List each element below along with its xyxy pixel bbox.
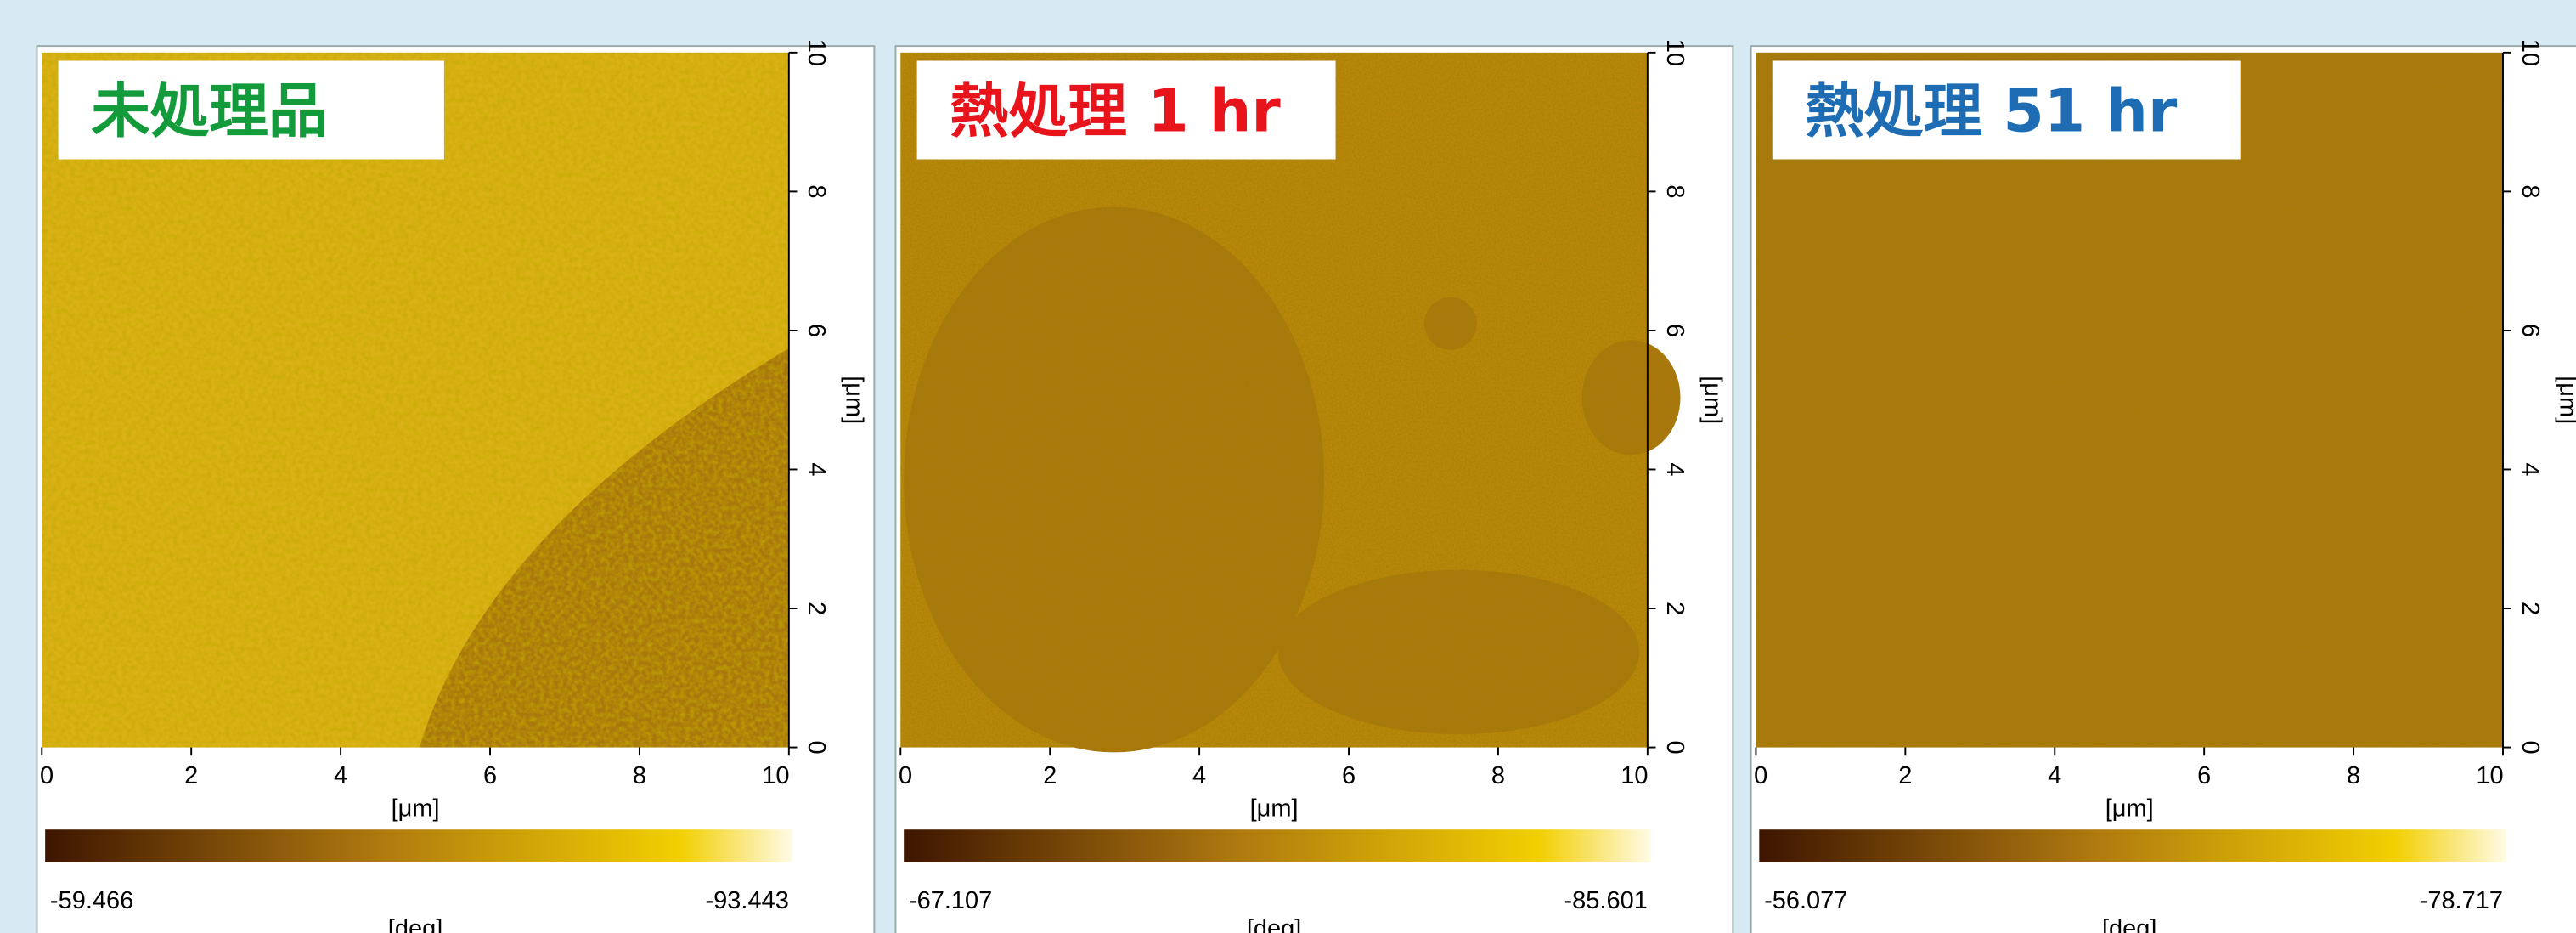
y-tick-label: 6 — [803, 324, 830, 337]
y-unit: [μm] — [1699, 376, 1727, 424]
x-tick-label: 8 — [1491, 762, 1505, 789]
colorbar-max: -85.601 — [1564, 887, 1648, 914]
colorbar-max: -93.443 — [706, 887, 789, 914]
colorbar-min: -67.107 — [909, 887, 992, 914]
panel-label: 熱処理 1 hr — [950, 77, 1281, 146]
slide: 未処理品 0 2 4 6 8 10 0 2 4 6 8 10 [μm] [μm] -59.466 -93.443… — [0, 0, 2576, 933]
y-tick-label: 4 — [1661, 462, 1688, 476]
x-unit: [μm] — [1250, 795, 1299, 823]
x-tick-label: 8 — [633, 762, 646, 789]
x-tick-label: 2 — [184, 762, 198, 789]
y-tick-label: 2 — [1661, 602, 1688, 615]
y-tick-label: 0 — [803, 740, 830, 754]
y-unit: [μm] — [840, 376, 867, 424]
afm-panel: 熱処理 51 hr 0 2 4 6 8 10 0 2 4 6 8 10 [μm] [μm] -56.077 -7… — [1751, 39, 2576, 933]
x-tick-label: 2 — [1043, 762, 1057, 789]
x-tick-label: 10 — [1621, 762, 1648, 789]
panel-label: 熱処理 51 hr — [1805, 77, 2178, 146]
afm-panel: 熱処理 1 hr 0 2 4 6 8 10 0 2 4 6 8 10 [μm] [μm] -67.107 -85… — [895, 39, 1733, 933]
y-tick-label: 6 — [2517, 324, 2544, 337]
colorbar-min: -56.077 — [1764, 887, 1847, 914]
x-tick-label: 0 — [1754, 762, 1767, 789]
panel-label: 未処理品 — [91, 77, 327, 146]
colorbar-min: -59.466 — [50, 887, 133, 914]
y-tick-label: 2 — [2517, 602, 2544, 615]
y-tick-label: 2 — [803, 602, 830, 615]
x-tick-label: 2 — [1898, 762, 1912, 789]
x-tick-label: 10 — [762, 762, 789, 789]
x-tick-label: 6 — [2197, 762, 2211, 789]
y-tick-label: 8 — [2517, 184, 2544, 198]
x-tick-label: 4 — [334, 762, 347, 789]
afm-panel: 未処理品 0 2 4 6 8 10 0 2 4 6 8 10 [μm] [μm] -59.466 -93.443… — [37, 39, 874, 933]
x-tick-label: 0 — [40, 762, 54, 789]
x-unit: [μm] — [392, 795, 440, 823]
colorbar-unit: [deg] — [2102, 915, 2156, 933]
x-tick-label: 8 — [2347, 762, 2360, 789]
y-tick-label: 6 — [1661, 324, 1688, 337]
x-tick-label: 6 — [1342, 762, 1356, 789]
colorbar — [45, 829, 792, 862]
y-tick-label: 0 — [1661, 740, 1688, 754]
y-tick-label: 10 — [803, 39, 830, 66]
y-unit: [μm] — [2555, 376, 2576, 424]
x-tick-label: 0 — [899, 762, 912, 789]
y-tick-label: 4 — [803, 462, 830, 476]
x-unit: [μm] — [2105, 795, 2154, 823]
y-tick-label: 0 — [2517, 740, 2544, 754]
x-tick-label: 10 — [2476, 762, 2503, 789]
x-tick-label: 6 — [483, 762, 497, 789]
colorbar-max: -78.717 — [2420, 887, 2503, 914]
page: {"panels":[ {"label":"未処理品","x_ticks":[0… — [0, 0, 2576, 933]
y-tick-label: 10 — [1661, 39, 1688, 66]
x-tick-label: 4 — [1192, 762, 1206, 789]
colorbar — [1759, 829, 2506, 862]
colorbar — [904, 829, 1651, 862]
x-tick-label: 4 — [2048, 762, 2061, 789]
y-tick-label: 8 — [803, 184, 830, 198]
y-tick-label: 4 — [2517, 462, 2544, 476]
colorbar-unit: [deg] — [1247, 915, 1301, 933]
colorbar-unit: [deg] — [388, 915, 442, 933]
y-tick-label: 10 — [2517, 39, 2544, 66]
y-tick-label: 8 — [1661, 184, 1688, 198]
